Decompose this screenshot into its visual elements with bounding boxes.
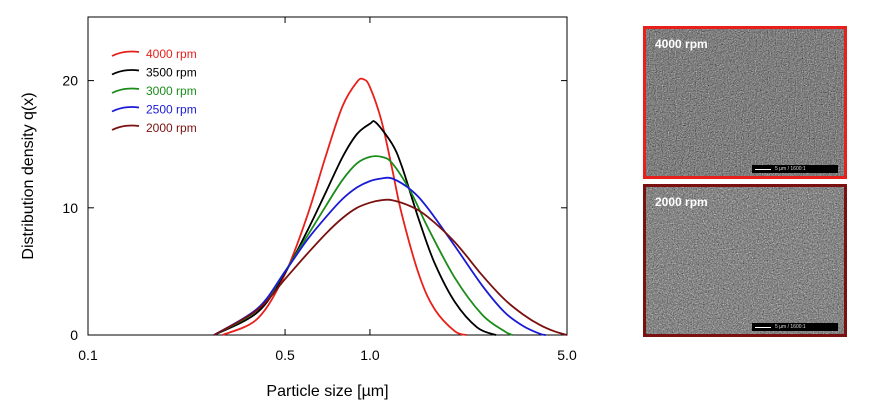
legend-swatch <box>111 50 140 57</box>
x-tick-label: 0.5 <box>275 347 295 363</box>
legend-label: 2500 rpm <box>146 103 197 117</box>
sem-micrograph <box>646 29 844 176</box>
x-axis-title: Particle size [µm] <box>266 383 388 400</box>
scale-bar: 5 µm / 1600:1 <box>752 165 838 173</box>
x-tick-label: 5.0 <box>557 347 577 363</box>
x-tick-label: 0.1 <box>78 347 98 363</box>
legend-label: 4000 rpm <box>146 47 197 61</box>
sem-image-2000rpm: 2000 rpm 5 µm / 1600:1 <box>643 184 847 337</box>
distribution-chart: 0 10 20 0.1 0.5 1.0 5.0 4000 rpm 3500 rpm 3000 r… <box>20 16 577 400</box>
legend-swatch <box>111 69 140 76</box>
sem-label: 4000 rpm <box>655 37 708 51</box>
sem-micrograph <box>646 187 844 334</box>
series-line <box>213 120 497 336</box>
y-axis-title: Distribution density q(x) <box>20 92 37 259</box>
legend-swatch <box>111 106 140 113</box>
sem-label: 2000 rpm <box>655 195 708 209</box>
sem-image-4000rpm: 4000 rpm 5 µm / 1600:1 <box>643 26 847 179</box>
plot-frame <box>87 16 568 336</box>
legend-label: 3000 rpm <box>146 84 197 98</box>
series-line <box>213 198 568 336</box>
series-line <box>222 77 467 336</box>
axis-ticks: 0 10 20 0.1 0.5 1.0 5.0 <box>62 17 577 363</box>
legend-swatch <box>111 124 140 131</box>
series-lines <box>213 77 568 336</box>
legend-label: 3500 rpm <box>146 66 197 80</box>
legend-label: 2000 rpm <box>146 121 197 135</box>
series-line <box>213 176 546 336</box>
y-tick-label: 20 <box>62 73 78 89</box>
y-tick-label: 10 <box>62 200 78 216</box>
y-tick-label: 0 <box>70 327 78 343</box>
plot-frame-rect <box>87 16 568 336</box>
legend: 4000 rpm 3500 rpm 3000 rpm 2500 rpm 2000 rpm <box>111 47 197 135</box>
scale-bar: 5 µm / 1600:1 <box>752 323 838 331</box>
x-tick-label: 1.0 <box>360 347 380 363</box>
legend-swatch <box>111 87 140 94</box>
